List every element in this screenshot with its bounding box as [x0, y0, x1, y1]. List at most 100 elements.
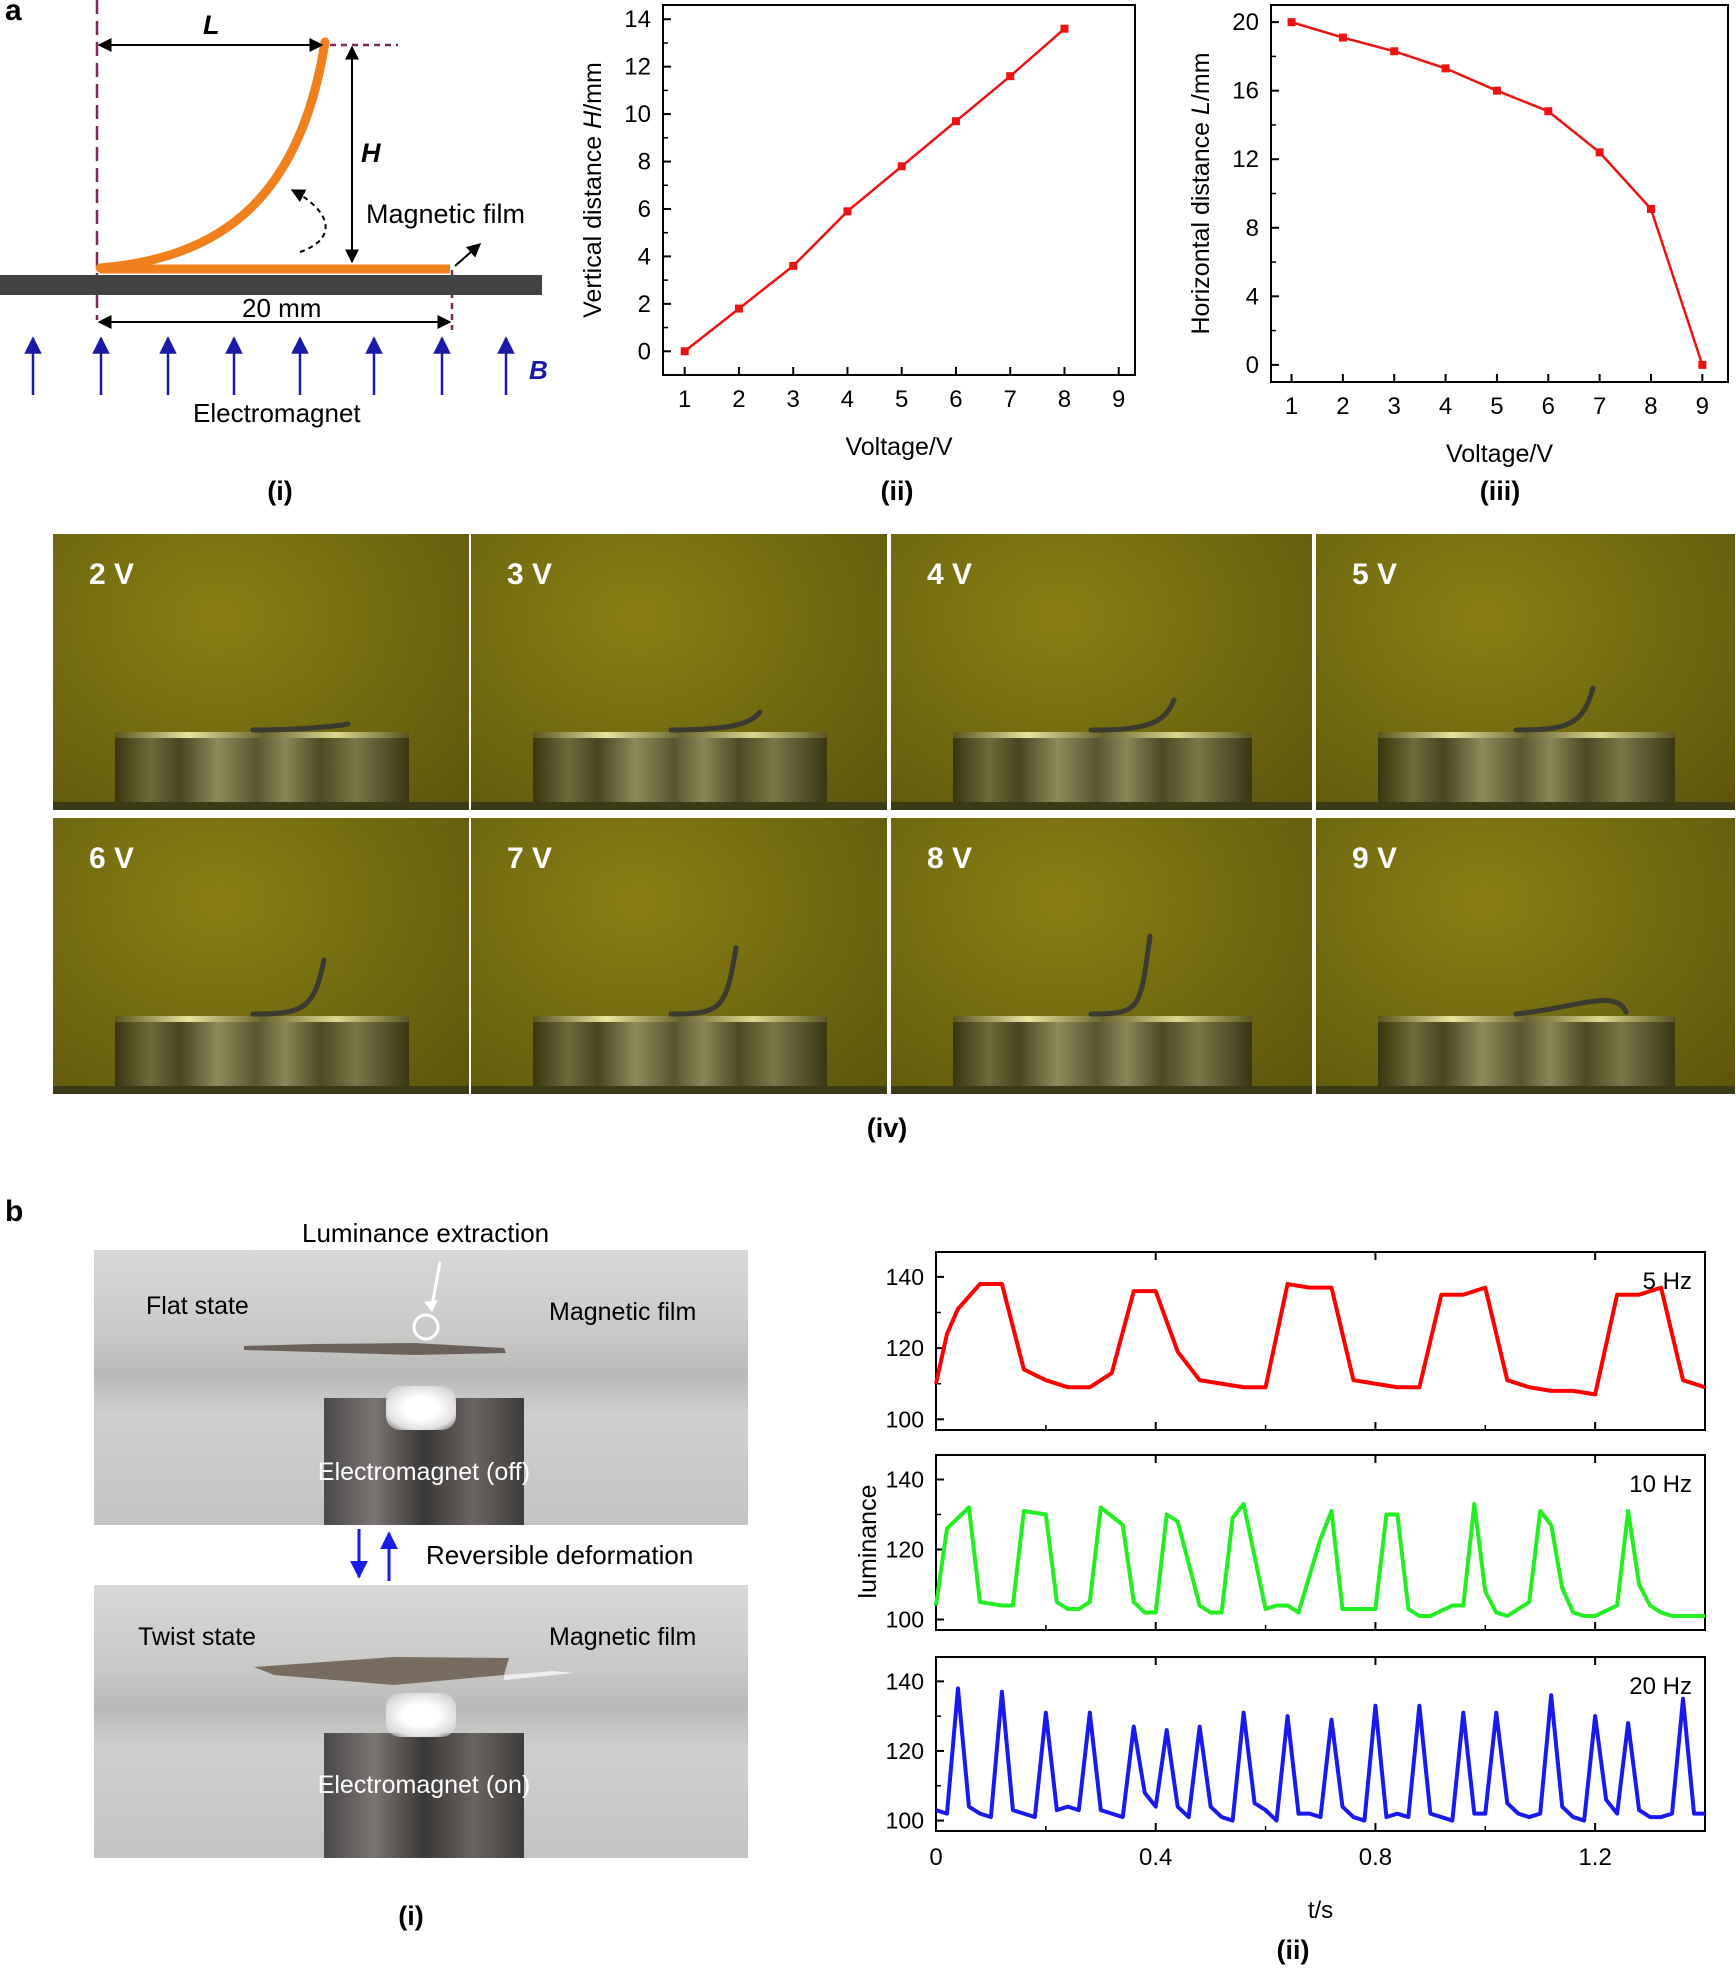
film-drawing [1088, 697, 1177, 733]
y-tick-label: 10 [624, 101, 651, 128]
x-tick-label: 8 [1644, 393, 1657, 420]
table-surface [471, 1086, 887, 1094]
film-drawing [668, 709, 763, 733]
electromagnet-body [1378, 1022, 1675, 1094]
data-point [789, 261, 798, 270]
electromagnet-on-label: Electromagnet (on) [317, 1771, 531, 1799]
table-surface [891, 1086, 1312, 1094]
film-label-bottom: Magnetic film [549, 1623, 697, 1651]
electromagnet-body [1378, 738, 1675, 810]
twist-state-photo: Twist state Magnetic film Electromagnet … [94, 1585, 748, 1858]
electromagnet-body [533, 1022, 827, 1094]
x-tick-label: 6 [1542, 393, 1555, 420]
B-field-label: B [529, 355, 548, 385]
series-label: 5 Hz [1643, 1268, 1692, 1295]
electromagnet-rim [1378, 732, 1675, 738]
y-tick-label: 2 [638, 291, 651, 318]
x-tick-label: 2 [732, 386, 745, 413]
x-tick-label: 4 [1439, 393, 1452, 420]
table-surface [471, 802, 887, 810]
magnetic-field-arrows [24, 336, 515, 395]
y-tick-label: 140 [886, 1668, 924, 1694]
sublabel-a-iv: (iv) [866, 1113, 908, 1143]
sublabel-b-i: (i) [398, 1901, 424, 1931]
y-tick-label: 100 [886, 1808, 924, 1834]
bent-film [668, 945, 739, 1017]
sublabel-b-ii: (ii) [1276, 1935, 1310, 1965]
x-tick-label: 8 [1058, 386, 1071, 413]
table-surface [1316, 802, 1735, 810]
voltage-photo: 9 V [1316, 818, 1735, 1094]
y-tick-label: 20 [1232, 9, 1259, 36]
x-tick-label: 3 [1388, 393, 1401, 420]
data-point [1492, 86, 1501, 95]
bent-film [250, 957, 327, 1017]
y-axis-label-prefix: Horizontal distance [1187, 115, 1215, 335]
y-tick-label: 12 [624, 54, 651, 81]
y-tick-label: 120 [886, 1537, 924, 1563]
data-point [734, 304, 743, 313]
y-axis-label-suffix: /mm [1187, 52, 1215, 101]
x-tick-label: 9 [1112, 386, 1125, 413]
chart-luminance: 100 120 140 5 Hz 100 120 140 10 Hz 100 120 140 20 H… [854, 1251, 1706, 1924]
film-label: Magnetic film [366, 199, 526, 229]
table-surface [53, 1086, 469, 1094]
x-tick-label: 7 [1004, 386, 1017, 413]
twisted-film-drawing [254, 1657, 574, 1685]
electromagnet-body [115, 738, 409, 810]
film-drawing [250, 721, 351, 733]
length-label: 20 mm [242, 293, 322, 323]
y-tick-label: 100 [886, 1406, 924, 1432]
subplot-frame [935, 1656, 1706, 1832]
y-tick-label: 0 [638, 338, 651, 365]
y-tick-label: 8 [1246, 215, 1259, 242]
series-line [935, 1686, 1705, 1823]
L-label: L [203, 10, 220, 40]
x-tick-label: 2 [1336, 393, 1349, 420]
magnet-reflection-on [386, 1693, 456, 1737]
y-tick-label: 6 [638, 196, 651, 223]
voltage-photo: 4 V [891, 534, 1312, 810]
data-line [683, 27, 1066, 353]
electromagnet-rim [115, 1016, 409, 1022]
electromagnet-rim [115, 732, 409, 738]
x-axis-label: t/s [1308, 1897, 1333, 1924]
data-point [680, 347, 689, 356]
series-label: 20 Hz [1629, 1673, 1692, 1700]
voltage-photo: 3 V [471, 534, 887, 810]
data-point [1006, 72, 1015, 81]
voltage-photo: 5 V [1316, 534, 1735, 810]
sublabel-a-ii: (ii) [880, 476, 914, 506]
bent-film [1088, 697, 1177, 733]
data-point [1698, 360, 1707, 369]
x-tick-label: 5 [1490, 393, 1503, 420]
film-label-top: Magnetic film [549, 1298, 697, 1326]
data-point [951, 117, 960, 126]
voltage-photo: 2 V [53, 534, 469, 810]
y-axis-label: Vertical distance H/mm [579, 62, 607, 318]
y-tick-label: 4 [1246, 283, 1259, 310]
twist-state-label: Twist state [138, 1623, 257, 1651]
x-tick-label: 0 [929, 1844, 942, 1871]
data-point [1646, 204, 1655, 213]
voltage-label: 8 V [927, 842, 973, 875]
x-tick-label: 1.2 [1578, 1844, 1611, 1871]
x-tick-label: 9 [1696, 393, 1709, 420]
y-tick-label: 4 [638, 243, 651, 270]
voltage-label: 6 V [89, 842, 135, 875]
electromagnet-rim [953, 1016, 1252, 1022]
y-axis-label-variable: L [1187, 101, 1215, 115]
y-axis-label-suffix: /mm [579, 62, 607, 111]
y-tick-label: 120 [886, 1738, 924, 1764]
reversible-arrows [350, 1529, 398, 1581]
data-point [1287, 18, 1296, 27]
data-point [897, 162, 906, 171]
electromagnet-body [115, 1022, 409, 1094]
y-tick-label: 120 [886, 1335, 924, 1361]
x-tick-label: 5 [895, 386, 908, 413]
film-pointer-arrow [454, 243, 482, 267]
bent-magnetic-film [95, 37, 330, 273]
x-tick-label: 7 [1593, 393, 1606, 420]
film-drawing [250, 957, 327, 1017]
